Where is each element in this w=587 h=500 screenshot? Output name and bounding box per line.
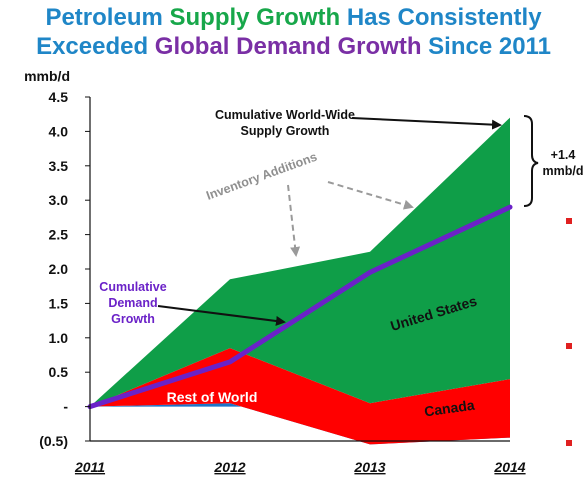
title-line-2-segment-1: Global Demand Growth xyxy=(154,33,422,60)
y-tick-label: 3.5 xyxy=(49,158,69,174)
demand-arrow xyxy=(157,305,286,326)
chart-title-line-2: Exceeded Global Demand Growth Since 2011 xyxy=(0,33,587,61)
y-tick-label: 4.0 xyxy=(49,123,69,139)
inventory-annotation: Inventory Additions xyxy=(204,150,319,203)
supply-arrow xyxy=(351,117,502,130)
bullet-marker xyxy=(566,440,572,446)
y-tick-label: 1.0 xyxy=(49,330,69,346)
x-tick-label: 2013 xyxy=(353,459,385,475)
title-line-1-segment-0: Petroleum xyxy=(45,4,170,31)
bracket xyxy=(523,115,539,207)
supply-annotation-line-1: Cumulative World-Wide xyxy=(215,108,355,122)
region-label-canada: Canada xyxy=(423,397,476,420)
bullet-marker xyxy=(566,343,572,349)
bullet-marker xyxy=(566,218,572,224)
demand-annotation-line-2: Demand xyxy=(108,296,157,310)
y-tick-label: 3.0 xyxy=(49,192,69,208)
bracket-label-line-2: mmb/d xyxy=(543,164,584,178)
y-tick-label: 4.5 xyxy=(49,89,69,105)
y-tick-label: 2.0 xyxy=(49,261,69,277)
inventory-arrow-down xyxy=(287,184,301,257)
y-tick-label: 2.5 xyxy=(49,227,69,243)
chart-title-line-1: Petroleum Supply Growth Has Consistently xyxy=(0,4,587,32)
y-tick-label: (0.5) xyxy=(39,433,68,449)
title-line-2-segment-2: Since 2011 xyxy=(421,33,551,60)
demand-line xyxy=(87,204,513,410)
y-tick-label: 1.5 xyxy=(49,295,69,311)
region-label-rest-of-world: Rest of World xyxy=(167,389,258,405)
axes-group: mmb/d 4.5 4.0 3.5 3.0 2.5 2.0 1.5 1.0 0.5 - (0.5) 20… xyxy=(24,68,526,475)
x-tick-label: 2014 xyxy=(493,459,525,475)
demand-line-group xyxy=(87,204,513,410)
area-united-states xyxy=(90,117,510,407)
x-tick-label: 2011 xyxy=(74,459,105,475)
x-tick-label: 2012 xyxy=(213,459,245,475)
title-line-1-segment-2: Has Consistently xyxy=(340,4,542,31)
y-tick-label: 0.5 xyxy=(49,364,69,380)
inventory-arrow-right xyxy=(327,181,414,210)
y-tick-label: - xyxy=(63,399,68,415)
title-line-2-segment-0: Exceeded xyxy=(36,33,155,60)
bracket-label-line-1: +1.4 xyxy=(551,148,576,162)
supply-annotation-line-2: Supply Growth xyxy=(241,124,330,138)
arrows-group xyxy=(157,115,572,446)
demand-annotation-line-3: Growth xyxy=(111,312,155,326)
demand-annotation-line-1: Cumulative xyxy=(99,280,166,294)
y-axis-unit-label: mmb/d xyxy=(24,68,70,84)
title-line-1-segment-1: Supply Growth xyxy=(169,4,341,31)
